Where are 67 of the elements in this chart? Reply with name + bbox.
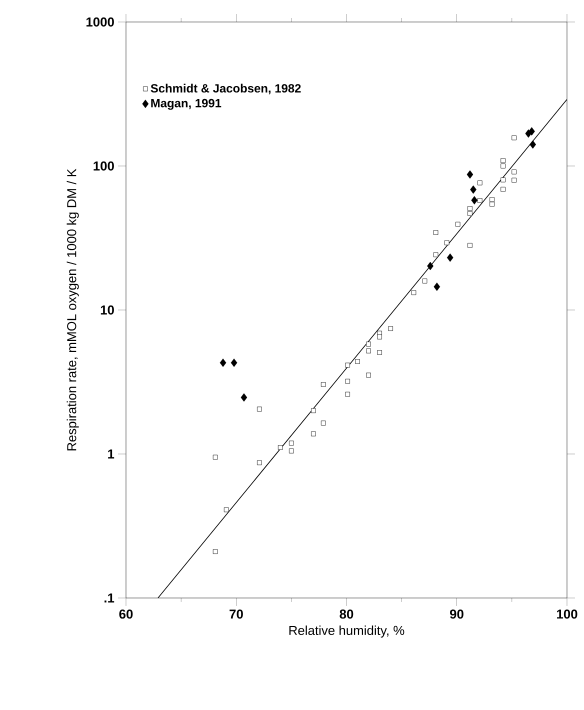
point: [433, 252, 438, 258]
x-tick-label: 60: [119, 610, 133, 619]
y-tick-label: 10: [100, 305, 114, 315]
point: [212, 549, 218, 554]
point: [411, 290, 416, 296]
point: [366, 342, 371, 346]
point: [345, 362, 350, 368]
point: [422, 278, 428, 284]
point: [500, 177, 506, 182]
point: [320, 382, 326, 387]
point: [224, 507, 229, 512]
point: [288, 448, 294, 454]
x-axis-title: Relative humidity, %: [289, 626, 404, 638]
point: [311, 408, 316, 414]
x-tick-label: 70: [230, 610, 243, 619]
point: [230, 358, 238, 367]
point: [490, 202, 494, 207]
point: [455, 222, 460, 227]
point: [478, 198, 482, 203]
point: [377, 350, 382, 355]
point: [355, 359, 360, 364]
legend-label: Schmidt & Jacobsen, 1982: [150, 84, 301, 94]
x-tick-label: 90: [450, 610, 464, 619]
point: [490, 197, 494, 202]
legend-label: Magan, 1991: [151, 98, 222, 110]
point: [444, 240, 450, 246]
point: [377, 334, 382, 340]
point: [500, 158, 506, 164]
point: [500, 186, 506, 192]
point: [471, 196, 478, 204]
point: [466, 170, 474, 179]
point: [478, 180, 482, 186]
y-tick-label: .1: [104, 594, 114, 602]
point: [220, 358, 226, 367]
point: [434, 282, 440, 291]
point: [468, 206, 472, 211]
point: [288, 440, 294, 446]
point: [278, 445, 283, 450]
y-axis-title: Respiration rate, mMOL oxygen / 1000 kg DM / K: [66, 168, 79, 450]
point: [512, 135, 516, 140]
point: [433, 230, 438, 235]
point: [446, 253, 454, 262]
point: [366, 348, 371, 354]
point: [512, 170, 516, 174]
point: [311, 431, 316, 436]
y-tick-label: 1000: [86, 17, 114, 27]
x-tick-label: 80: [340, 610, 354, 619]
point: [427, 262, 434, 270]
point: [500, 164, 506, 168]
y-tick-label: 100: [94, 161, 114, 171]
point: [530, 140, 536, 149]
point: [512, 178, 516, 183]
x-tick-label: 100: [557, 610, 578, 619]
point: [240, 393, 248, 402]
y-tick-label: 1: [108, 450, 114, 458]
point: [366, 372, 371, 378]
point: [320, 420, 326, 426]
point: [468, 211, 472, 216]
point: [345, 392, 350, 397]
point: [212, 454, 218, 460]
point: [528, 127, 535, 136]
point: [345, 378, 350, 384]
point: [257, 406, 262, 412]
point: [470, 185, 476, 194]
point: [468, 242, 472, 248]
point: [388, 326, 393, 331]
point: [257, 460, 262, 466]
